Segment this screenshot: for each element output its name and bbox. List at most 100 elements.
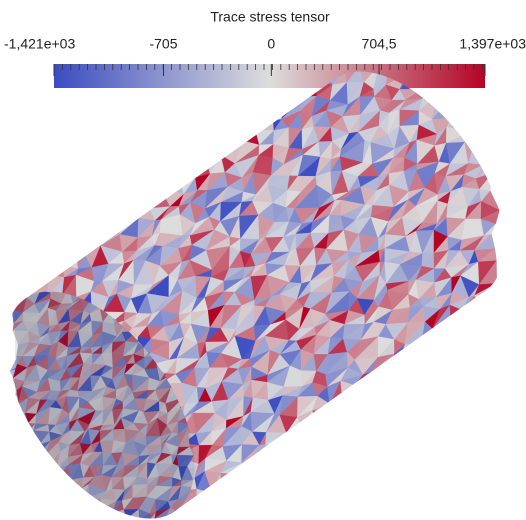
mesh-cell — [164, 142, 184, 157]
mesh-cell — [299, 440, 317, 457]
mesh-cell — [312, 409, 331, 429]
mesh-cell — [370, 425, 390, 446]
mesh-cell — [31, 84, 46, 103]
mesh-cell — [452, 369, 462, 388]
mesh-cell — [242, 89, 260, 100]
mesh-cell — [468, 313, 483, 330]
mesh-cell — [464, 125, 477, 143]
mesh-cell — [16, 477, 29, 490]
mesh-cell — [325, 434, 350, 441]
mesh-cell — [74, 171, 93, 195]
mesh-cell — [401, 353, 416, 374]
mesh-cell — [49, 492, 63, 510]
mesh-cell — [267, 456, 291, 479]
mesh-cell — [24, 469, 44, 492]
mesh-cell — [401, 372, 425, 382]
mesh-cell — [59, 479, 72, 489]
mesh-cell — [70, 185, 93, 207]
mesh-cell — [419, 458, 440, 473]
mesh-cell — [429, 503, 453, 520]
mesh-cell — [62, 490, 74, 510]
mesh-cell — [70, 203, 90, 226]
mesh-cell — [445, 328, 470, 344]
mesh-cell — [226, 99, 243, 119]
mesh-cell — [465, 399, 476, 413]
mesh-cell — [120, 158, 137, 179]
mesh-cell — [105, 140, 116, 158]
mesh-cell — [131, 125, 149, 147]
mesh-cell — [114, 125, 134, 147]
mesh-cell — [40, 202, 63, 220]
colorbar-title: Trace stress tensor — [210, 9, 330, 25]
mesh-cell — [41, 202, 59, 219]
mesh-cell — [61, 115, 78, 135]
mesh-cell — [17, 426, 35, 448]
mesh-cell — [11, 464, 29, 481]
mesh-cell — [429, 502, 449, 516]
mesh-cell — [46, 145, 66, 166]
mesh-cell — [26, 453, 40, 466]
mesh-cell — [378, 506, 396, 520]
mesh-cell — [33, 158, 49, 177]
mesh-cell — [375, 368, 394, 385]
mesh-cell — [14, 470, 27, 492]
mesh-cell — [115, 98, 138, 112]
mesh-cell — [475, 414, 497, 428]
mesh-cell — [15, 222, 27, 235]
mesh-cell — [468, 457, 485, 476]
mesh-cell — [56, 224, 80, 241]
mesh-cell — [474, 478, 501, 491]
mesh-cell — [430, 412, 454, 435]
mesh-cell — [77, 115, 93, 135]
mesh-cell — [406, 440, 425, 464]
mesh-cell — [193, 143, 213, 162]
mesh-cell — [75, 236, 91, 255]
mesh-cell — [342, 469, 364, 493]
mesh-cell — [300, 448, 317, 462]
mesh-cell — [99, 110, 116, 131]
mesh-cell — [32, 158, 48, 172]
mesh-cell — [59, 484, 71, 497]
mesh-cell — [24, 446, 45, 465]
mesh-cell — [419, 458, 440, 480]
mesh-cell — [10, 171, 34, 188]
mesh-cell — [211, 132, 230, 147]
mesh-cell — [439, 343, 447, 361]
mesh-cell — [84, 169, 103, 187]
mesh-cell — [179, 157, 196, 178]
mesh-cell — [30, 69, 48, 88]
mesh-cell — [91, 140, 109, 162]
mesh-cell — [255, 509, 275, 520]
mesh-cell — [226, 98, 243, 119]
mesh-cell — [60, 495, 71, 511]
mesh-cell — [161, 155, 180, 176]
mesh-cell — [62, 490, 74, 510]
mesh-cell — [461, 381, 478, 400]
mesh-cell — [341, 396, 366, 411]
mesh-cell — [359, 417, 379, 435]
mesh-cell — [92, 110, 101, 136]
mesh-cell — [154, 174, 163, 189]
mesh-cell — [130, 102, 152, 121]
mesh-cell — [480, 445, 491, 459]
mesh-cell — [10, 186, 30, 210]
mesh-cell — [191, 113, 216, 128]
mesh-cell — [10, 247, 30, 266]
mesh-cell — [431, 472, 450, 490]
mesh-cell — [60, 164, 79, 175]
mesh-cell — [91, 129, 105, 148]
mesh-cell — [29, 116, 50, 131]
mesh-cell — [40, 259, 64, 276]
mesh-cell — [47, 219, 63, 241]
mesh-cell — [34, 479, 46, 485]
mesh-cell — [212, 113, 228, 127]
mesh-cell — [10, 102, 33, 119]
mesh-cell — [447, 368, 462, 388]
tick-label: -705 — [149, 36, 177, 52]
mesh-cell — [289, 439, 301, 460]
mesh-cell — [419, 427, 432, 442]
mesh-cell — [89, 185, 107, 207]
mesh-cell — [13, 441, 30, 458]
mesh-cell — [464, 117, 486, 133]
